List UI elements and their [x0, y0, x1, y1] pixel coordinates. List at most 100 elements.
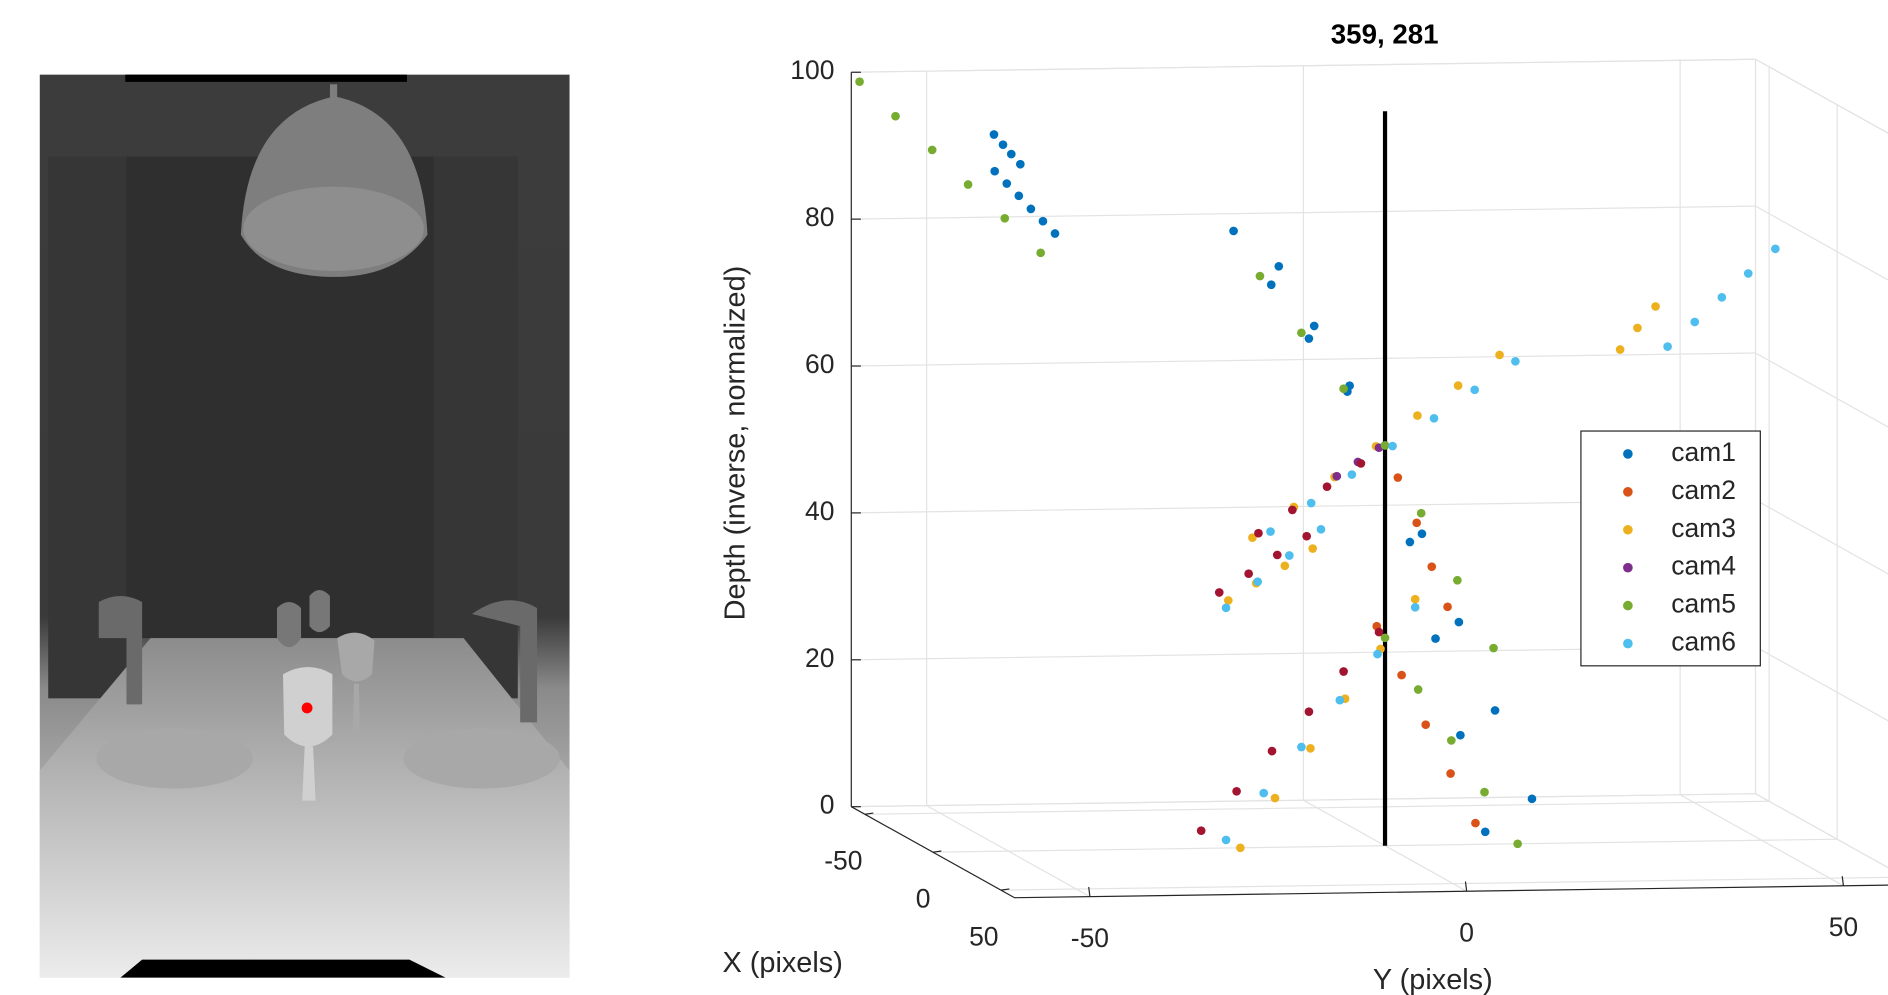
- z-tick-label: 60: [805, 349, 834, 379]
- point: [1446, 769, 1455, 778]
- point: [1038, 216, 1048, 226]
- x-tick-label: 0: [916, 883, 931, 913]
- series: [855, 77, 1522, 849]
- point: [1454, 617, 1464, 627]
- point: [891, 111, 900, 121]
- y-tick-label: -50: [1071, 923, 1109, 953]
- point: [1470, 385, 1480, 395]
- point: [1397, 670, 1406, 680]
- x-axis-label: X (pixels): [722, 947, 842, 979]
- point: [1771, 244, 1780, 254]
- point: [1304, 334, 1314, 343]
- point: [1413, 685, 1423, 694]
- point: [1393, 473, 1403, 482]
- point: [1356, 459, 1366, 468]
- point: [1489, 643, 1498, 653]
- legend-marker: [1623, 487, 1633, 497]
- point: [1196, 826, 1206, 836]
- point: [1332, 471, 1342, 481]
- grid-line: [864, 800, 1770, 815]
- point: [1270, 793, 1280, 803]
- point: [1421, 720, 1431, 730]
- point: [1410, 602, 1420, 612]
- legend-label: cam6: [1671, 627, 1736, 657]
- point: [1373, 649, 1382, 659]
- legend-marker: [1623, 449, 1633, 459]
- point: [1302, 531, 1312, 541]
- point: [1244, 569, 1253, 579]
- point: [998, 140, 1008, 149]
- legend-marker: [1623, 600, 1633, 611]
- point: [1380, 633, 1390, 643]
- x-tick: [864, 812, 874, 815]
- point: [1253, 577, 1263, 586]
- grid-line: [1755, 58, 1888, 134]
- point: [1304, 707, 1314, 716]
- point: [1316, 525, 1326, 534]
- point: [1223, 596, 1233, 605]
- point: [1297, 328, 1306, 338]
- point: [1347, 470, 1357, 479]
- y-axis: [1014, 884, 1888, 899]
- point: [1453, 381, 1463, 390]
- point: [1417, 529, 1427, 539]
- z-tick-label: 100: [790, 55, 834, 85]
- point: [1717, 293, 1727, 302]
- point: [1412, 518, 1422, 528]
- point: [1527, 794, 1537, 804]
- y-tick-label: 50: [1829, 912, 1858, 942]
- depth-image: [39, 74, 570, 978]
- point: [1266, 527, 1275, 536]
- point: [1014, 191, 1024, 201]
- point: [1511, 356, 1520, 366]
- point: [1306, 498, 1316, 508]
- z-tick-label: 80: [805, 202, 834, 232]
- z-axis-label: Depth (inverse, normalized): [720, 266, 752, 621]
- point: [1285, 551, 1294, 560]
- point: [1690, 317, 1700, 327]
- point: [1427, 562, 1437, 572]
- point: [963, 180, 973, 189]
- point: [1297, 742, 1306, 752]
- point: [1388, 441, 1397, 451]
- point: [1255, 271, 1265, 281]
- point: [1380, 441, 1390, 450]
- point: [1232, 786, 1241, 796]
- z-tick-label: 20: [805, 643, 834, 673]
- series: [989, 130, 1537, 837]
- point: [1413, 411, 1422, 420]
- point: [1431, 634, 1440, 643]
- point: [1633, 323, 1642, 333]
- point: [1456, 730, 1465, 740]
- point: [1229, 226, 1238, 236]
- x-tick-label: -50: [824, 845, 862, 875]
- point: [1443, 602, 1452, 612]
- point: [1410, 594, 1420, 604]
- legend-label: cam4: [1671, 551, 1736, 581]
- point: [1615, 345, 1625, 354]
- grid-line: [1755, 646, 1888, 722]
- point: [990, 166, 1000, 176]
- point: [1308, 544, 1318, 553]
- point: [1429, 413, 1439, 423]
- legend-label: cam3: [1671, 513, 1736, 543]
- y-tick: [1841, 876, 1845, 886]
- grid-line: [1755, 499, 1888, 575]
- y-tick: [1088, 886, 1091, 897]
- legend-label: cam1: [1671, 437, 1736, 467]
- point: [1259, 788, 1269, 798]
- point: [1309, 321, 1319, 331]
- point: [927, 145, 937, 155]
- chart-title: 359, 281: [1331, 18, 1439, 49]
- y-axis-label: Y (pixels): [1373, 964, 1493, 995]
- point: [1036, 248, 1046, 258]
- point: [1006, 149, 1016, 159]
- point: [1280, 561, 1290, 571]
- legend-marker: [1623, 562, 1633, 573]
- point: [1274, 261, 1284, 271]
- point: [1266, 280, 1276, 290]
- point: [1480, 787, 1489, 797]
- point: [1214, 588, 1224, 597]
